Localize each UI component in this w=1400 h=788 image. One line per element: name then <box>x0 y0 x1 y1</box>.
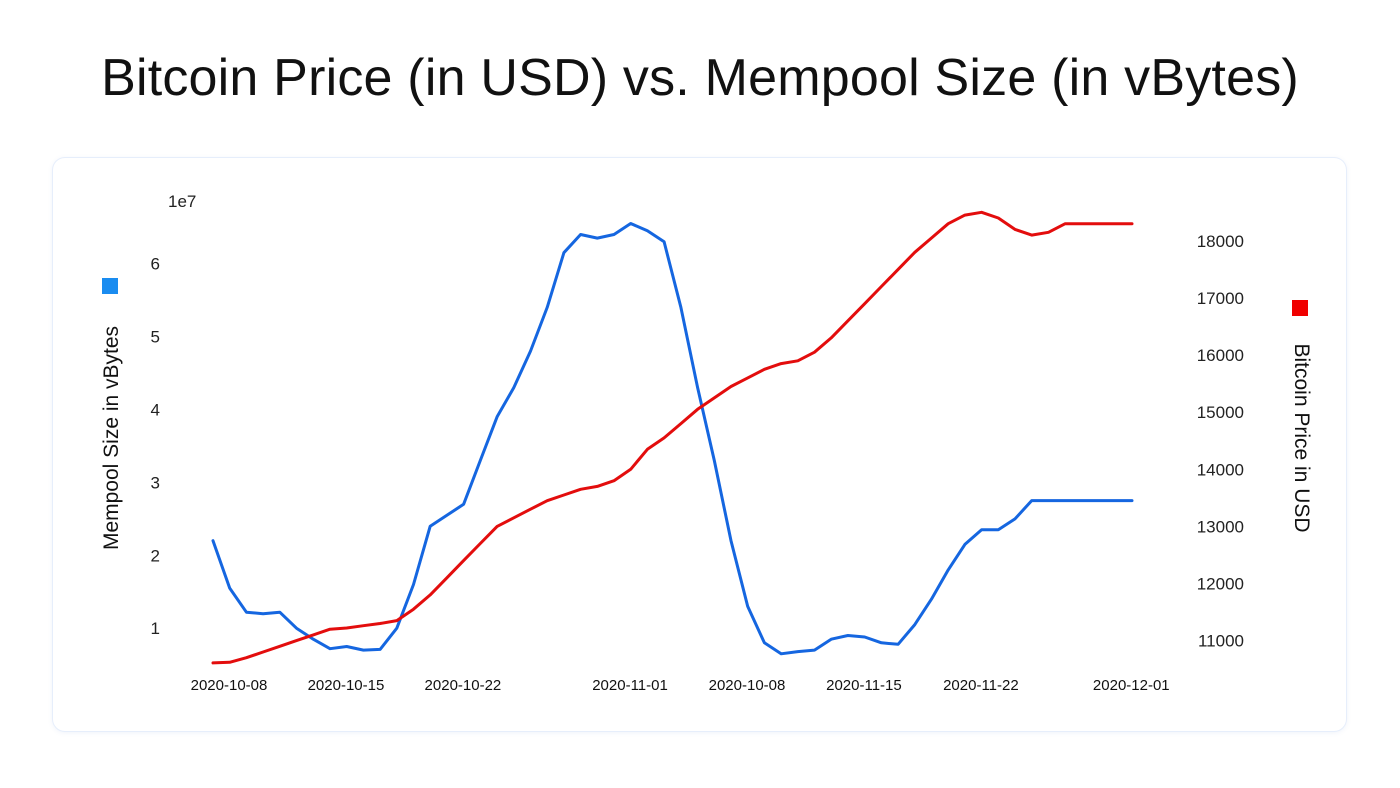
chart-card <box>53 158 1346 731</box>
x-tick-label: 2020-11-15 <box>826 677 902 694</box>
mempool-size-line <box>211 222 1134 656</box>
y-right-tick-label: 16000 <box>1197 346 1244 365</box>
y-left-ticks: 1 2 3 4 5 6 <box>151 255 160 639</box>
legend-square-price <box>1292 300 1308 316</box>
y-left-tick-label: 3 <box>151 473 160 492</box>
y-left-tick-label: 6 <box>151 255 160 274</box>
y-right-tick-label: 12000 <box>1197 574 1244 593</box>
y-right-tick-label: 14000 <box>1197 460 1244 479</box>
y-left-tick-label: 4 <box>151 400 160 419</box>
y-left-tick-label: 2 <box>151 546 160 565</box>
y-left-multiplier: 1e7 <box>168 192 196 211</box>
y-right-label: Bitcoin Price in USD <box>1290 343 1313 532</box>
y-right-tick-label: 17000 <box>1197 289 1244 308</box>
x-tick-label: 2020-10-08 <box>709 677 786 694</box>
x-tick-label: 2020-11-01 <box>592 677 668 694</box>
y-right-tick-label: 18000 <box>1197 232 1244 251</box>
y-right-tick-label: 11000 <box>1198 632 1244 651</box>
legend-square-mempool <box>102 278 118 294</box>
x-ticks: 2020-10-08 2020-10-15 2020-10-22 2020-11-01… <box>191 677 1170 694</box>
y-right-tick-label: 13000 <box>1197 517 1244 536</box>
y-left-label: Mempool Size in vBytes <box>100 326 123 550</box>
y-left-tick-label: 1 <box>151 619 160 638</box>
x-tick-label: 2020-10-08 <box>191 677 268 694</box>
series-lines <box>211 210 1134 665</box>
y-right-tick-label: 15000 <box>1197 403 1244 422</box>
x-tick-label: 2020-10-22 <box>425 677 502 694</box>
x-tick-label: 2020-10-15 <box>308 677 385 694</box>
bitcoin-price-line <box>211 210 1134 665</box>
x-tick-label: 2020-11-22 <box>943 677 1019 694</box>
x-tick-label: 2020-12-01 <box>1093 677 1170 694</box>
y-left-tick-label: 5 <box>151 328 160 347</box>
chart-title: Bitcoin Price (in USD) vs. Mempool Size … <box>101 49 1299 107</box>
y-right-ticks: 11000 12000 13000 14000 15000 16000 17000 18000 <box>1197 232 1244 651</box>
